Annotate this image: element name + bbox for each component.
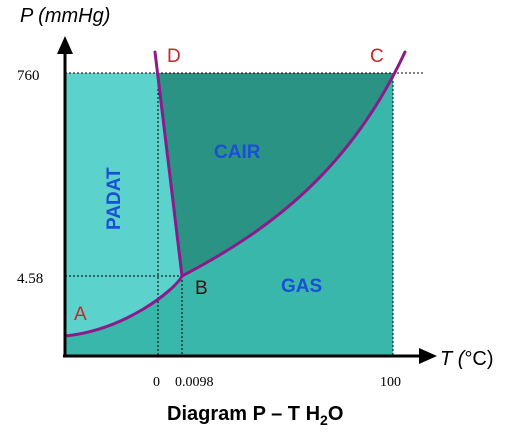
x-axis-label: T (°C) bbox=[440, 348, 494, 370]
point-b-label: B bbox=[195, 278, 208, 299]
x-tick-00098: 0.0098 bbox=[175, 375, 214, 390]
y-axis-arrow-icon bbox=[57, 36, 73, 54]
liquid-region bbox=[158, 73, 393, 276]
y-tick-458: 4.58 bbox=[17, 271, 43, 287]
fusion-curve bbox=[153, 50, 184, 278]
gas-region-label: GAS bbox=[281, 276, 322, 297]
sublimation-curve bbox=[63, 274, 184, 338]
vaporization-curve bbox=[180, 50, 407, 278]
diagram-title: Diagram P – T H2O bbox=[167, 403, 343, 428]
solid-region-label: PADAT bbox=[104, 167, 125, 230]
x-axis-arrow-icon bbox=[419, 348, 437, 364]
y-axis-label: P (mmHg) bbox=[20, 5, 110, 27]
x-tick-100: 100 bbox=[380, 375, 401, 390]
gas-region bbox=[65, 73, 393, 356]
axes bbox=[63, 48, 425, 358]
point-a-label: A bbox=[74, 304, 87, 325]
point-d-label: D bbox=[167, 46, 181, 67]
point-c-label: C bbox=[370, 46, 384, 67]
y-tick-760: 760 bbox=[17, 68, 40, 84]
x-tick-0: 0 bbox=[153, 375, 160, 390]
guide-lines bbox=[65, 72, 425, 356]
phase-curves bbox=[63, 50, 407, 338]
solid-region bbox=[65, 73, 182, 336]
liquid-region-label: CAIR bbox=[214, 142, 261, 163]
